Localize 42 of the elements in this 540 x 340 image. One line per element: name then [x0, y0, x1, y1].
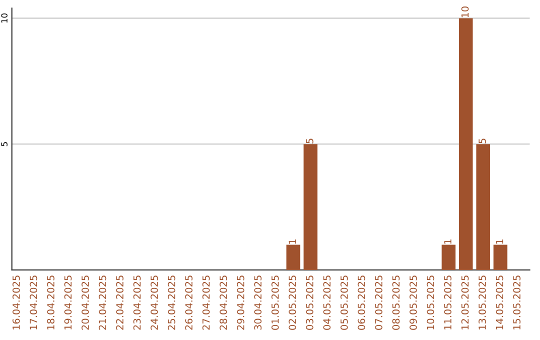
x-tick-label: 12.05.2025	[461, 276, 469, 330]
x-tick-label: 01.05.2025	[271, 276, 279, 330]
x-tick-label: 11.05.2025	[444, 276, 452, 330]
x-tick-label: 28.04.2025	[220, 276, 228, 330]
x-tick-label: 16.04.2025	[12, 276, 20, 330]
x-tick-label: 26.04.2025	[185, 276, 192, 330]
x-tick-label: 18.04.2025	[47, 276, 54, 330]
x-tick-label: 29.04.2025	[236, 276, 244, 330]
bar	[304, 144, 318, 270]
x-tick-label: 23.04.2025	[133, 276, 141, 330]
data-label: 1	[444, 240, 452, 244]
data-label: 5	[478, 138, 486, 144]
x-tick-label: 10.05.2025	[426, 276, 434, 330]
bar	[458, 18, 473, 270]
x-tick-label: 13.05.2025	[478, 276, 486, 330]
x-tick-label: 22.04.2025	[116, 276, 124, 330]
x-tick-label: 25.04.2025	[168, 276, 176, 330]
bar	[442, 244, 456, 270]
x-tick-label: 20.04.2025	[82, 276, 89, 330]
x-tick-label: 19.04.2025	[64, 276, 72, 330]
x-tick-label: 15.05.2025	[513, 276, 520, 330]
data-label: 5	[306, 138, 314, 144]
x-tick-label: 07.05.2025	[375, 276, 382, 330]
x-tick-label: 24.04.2025	[150, 276, 158, 330]
x-tick-label: 03.05.2025	[306, 276, 314, 330]
x-tick-label: 21.04.2025	[98, 276, 106, 330]
x-tick-label: 08.05.2025	[392, 276, 400, 330]
bar	[286, 244, 300, 270]
x-tick-label: 02.05.2025	[288, 276, 296, 330]
x-tick-label: 05.05.2025	[340, 276, 348, 330]
x-tick-label: 27.04.2025	[202, 276, 210, 330]
x-tick-label: 06.05.2025	[358, 276, 366, 330]
bar	[476, 144, 490, 270]
x-tick-label: 17.04.2025	[30, 276, 38, 330]
x-tick-label: 30.04.2025	[254, 276, 262, 330]
data-label: 10	[461, 6, 469, 18]
data-label: 1	[496, 240, 504, 244]
x-tick-label: 09.05.2025	[410, 276, 417, 330]
bar	[493, 244, 508, 270]
data-label: 1	[288, 240, 296, 244]
x-tick-label: 04.05.2025	[323, 276, 331, 330]
x-tick-label: 14.05.2025	[496, 276, 504, 330]
